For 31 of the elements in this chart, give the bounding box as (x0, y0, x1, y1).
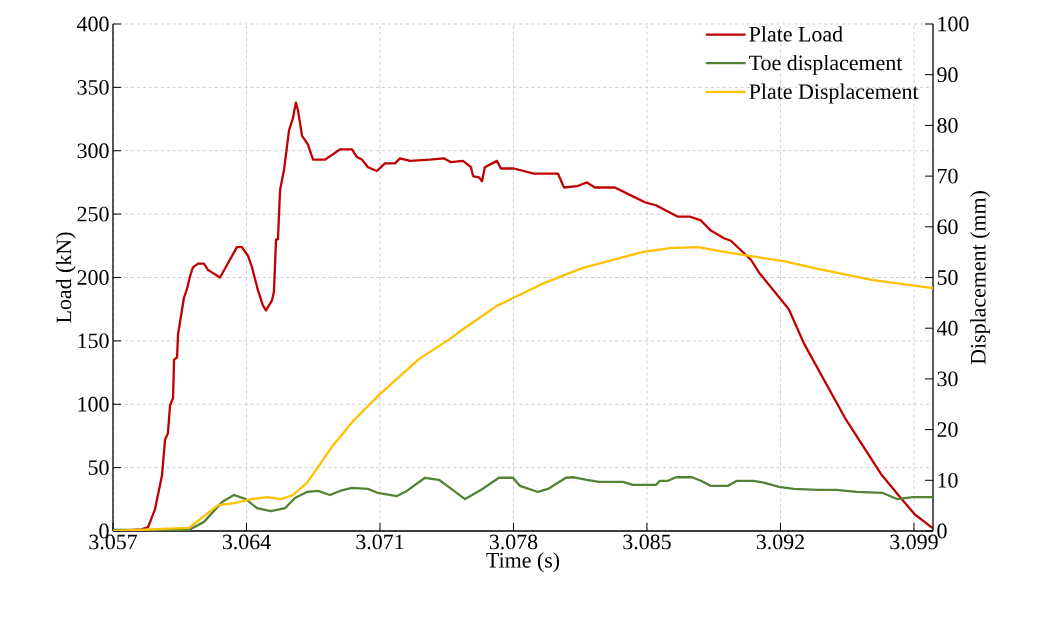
y2-tick-label: 0 (937, 523, 947, 539)
y-tick-label: 350 (77, 79, 109, 95)
y2-tick-label: 30 (937, 371, 958, 387)
y2-tick-label: 40 (936, 320, 958, 336)
x-tick-label: 3.071 (356, 534, 404, 550)
y-tick-label: 50 (88, 460, 109, 476)
y-tick-label: 400 (77, 16, 109, 32)
y2-tick-label: 70 (937, 168, 958, 184)
y2-tick-label: 10 (938, 472, 958, 488)
y2-tick-label: 90 (937, 67, 958, 83)
y2-tick-label: 80 (937, 118, 958, 133)
y-tick-label: 100 (78, 396, 109, 412)
y2-tick-label: 60 (937, 219, 958, 235)
y2-tick-label: 20 (937, 422, 958, 437)
x-tick-label: 3.099 (890, 534, 938, 550)
x-tick-label: 3.064 (222, 534, 271, 550)
x-tick-label: 3.078 (489, 534, 538, 550)
x-tick-label: 3.085 (623, 534, 671, 550)
y2-tick-label: 50 (937, 270, 958, 285)
y-tick-label: 300 (77, 143, 109, 159)
y2-tick-label: 100 (938, 16, 969, 32)
y2-axis-title: Displacement (mm) (970, 191, 991, 365)
legend-label: Plate Load (749, 26, 843, 42)
legend-label: Plate Displacement (749, 83, 919, 104)
x-tick-label: 3.092 (756, 534, 804, 550)
y-axis-title: Load (kN) (55, 232, 76, 323)
legend-label: Toe displacement (749, 54, 903, 75)
x-axis-title: Time (s) (486, 552, 560, 573)
y-tick-label: 200 (77, 270, 109, 285)
y-tick-label: 150 (78, 333, 109, 349)
y-tick-label: 250 (77, 206, 109, 222)
